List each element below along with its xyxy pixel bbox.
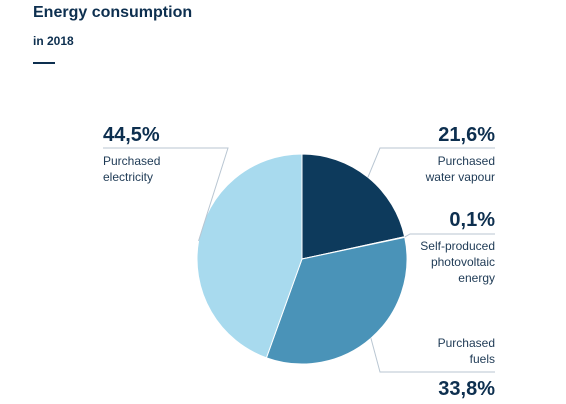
leader-line-photovoltaic: [404, 233, 495, 238]
slice-value-purchased-electricity: 44,5%: [103, 124, 160, 146]
leader-line-fuels: [370, 338, 495, 373]
slice-label-photovoltaic-line3: energy: [458, 271, 495, 285]
leader-line-electricity: [103, 147, 229, 242]
slice-label-purchased-water-vapour-line1: Purchased: [438, 154, 495, 168]
slice-label-purchased-fuels-line2: fuels: [470, 352, 495, 366]
pie-slice-purchased-fuels: [265, 236, 408, 365]
slice-label-purchased-electricity-line2: electricity: [103, 170, 153, 184]
title-divider: [33, 62, 55, 64]
slice-value-purchased-fuels: 33,8%: [438, 378, 495, 400]
pie-slices: [196, 153, 408, 365]
leader-lines: [103, 147, 495, 373]
slice-label-purchased-fuels-line1: Purchased: [438, 336, 495, 350]
slice-label-purchased-electricity-line1: Purchased: [103, 154, 160, 168]
slice-value-self-produced-photovoltaic-energy: 0,1%: [449, 209, 495, 231]
slice-value-purchased-water-vapour: 21,6%: [438, 124, 495, 146]
chart-subtitle: in 2018: [33, 34, 74, 48]
leader-line-water-vapour: [367, 147, 495, 178]
slice-label-photovoltaic-line1: Self-produced: [420, 239, 495, 253]
chart-title: Energy consumption: [33, 4, 193, 21]
slice-label-purchased-water-vapour-line2: water vapour: [425, 170, 495, 184]
slice-label-photovoltaic-line2: photovoltaic: [431, 255, 495, 269]
pie-slice-purchased-water-vapour: [301, 153, 406, 260]
